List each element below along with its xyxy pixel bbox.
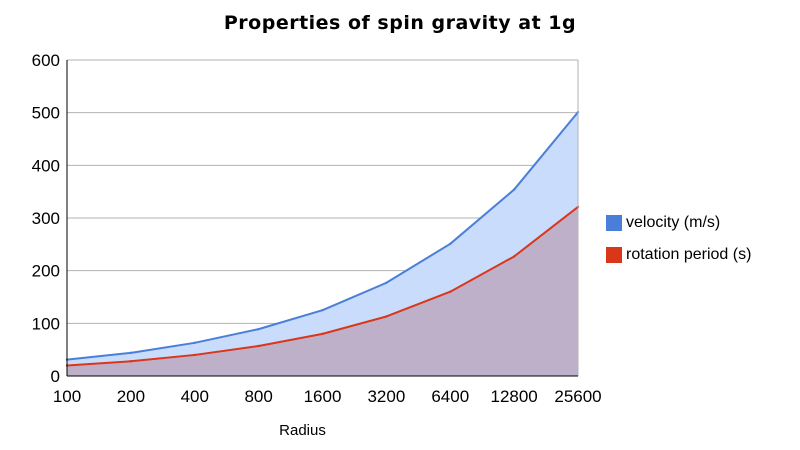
x-tick-label-12800: 12800 — [490, 387, 537, 406]
plot-frame — [66, 59, 579, 377]
point-series-0-3200 — [385, 281, 388, 284]
x-tick-label-400: 400 — [181, 387, 209, 406]
legend-swatch-velocity — [606, 214, 622, 231]
point-series-1-12800 — [512, 255, 516, 258]
x-axis-label: Radius — [279, 422, 326, 439]
x-tick-label-200: 200 — [117, 387, 145, 406]
legend-item-rotation-period: rotation period (s) — [606, 244, 796, 265]
x-axis-tick-labels: 100 200 400 800 1600 3200 6400 12800 25600 — [53, 387, 602, 406]
y-tick-label-100: 100 — [32, 314, 60, 333]
chart-title: Properties of spin gravity at 1g — [223, 12, 577, 34]
chart-legend: velocity (m/s) rotation period (s) — [606, 212, 796, 276]
legend-item-velocity: velocity (m/s) — [606, 212, 796, 233]
x-tick-label-1600: 1600 — [304, 387, 342, 406]
point-series-1-400 — [193, 353, 196, 357]
y-axis-tick-labels: 0 100 200 300 400 500 600 — [32, 51, 60, 386]
y-tick-label-400: 400 — [32, 156, 60, 175]
legend-label-rotation-period: rotation period (s) — [626, 245, 752, 263]
y-tick-label-600: 600 — [32, 51, 60, 70]
area-series-1 — [67, 206, 578, 376]
point-series-0-6400 — [449, 242, 452, 246]
x-tick-label-25600: 25600 — [554, 387, 601, 406]
point-series-0-400 — [193, 341, 196, 345]
point-series-0-200 — [129, 351, 133, 355]
x-tick-label-800: 800 — [244, 387, 272, 406]
point-series-0-800 — [257, 327, 260, 331]
point-series-0-1600 — [321, 308, 324, 312]
point-series-1-200 — [129, 360, 133, 363]
legend-label-velocity: velocity (m/s) — [626, 213, 721, 231]
y-tick-label-300: 300 — [32, 209, 60, 228]
x-tick-label-6400: 6400 — [431, 387, 469, 406]
y-tick-label-0: 0 — [51, 367, 60, 386]
series-areas — [67, 112, 578, 376]
point-series-1-1600 — [321, 332, 324, 336]
x-tick-label-3200: 3200 — [367, 387, 405, 406]
y-tick-label-200: 200 — [32, 262, 60, 281]
legend-swatch-rotation-period — [606, 246, 622, 263]
point-series-1-6400 — [449, 290, 452, 293]
point-series-1-3200 — [385, 315, 388, 318]
y-tick-label-500: 500 — [32, 104, 60, 123]
point-series-0-12800 — [512, 188, 516, 191]
x-tick-label-100: 100 — [53, 387, 81, 406]
point-series-1-800 — [257, 344, 260, 348]
